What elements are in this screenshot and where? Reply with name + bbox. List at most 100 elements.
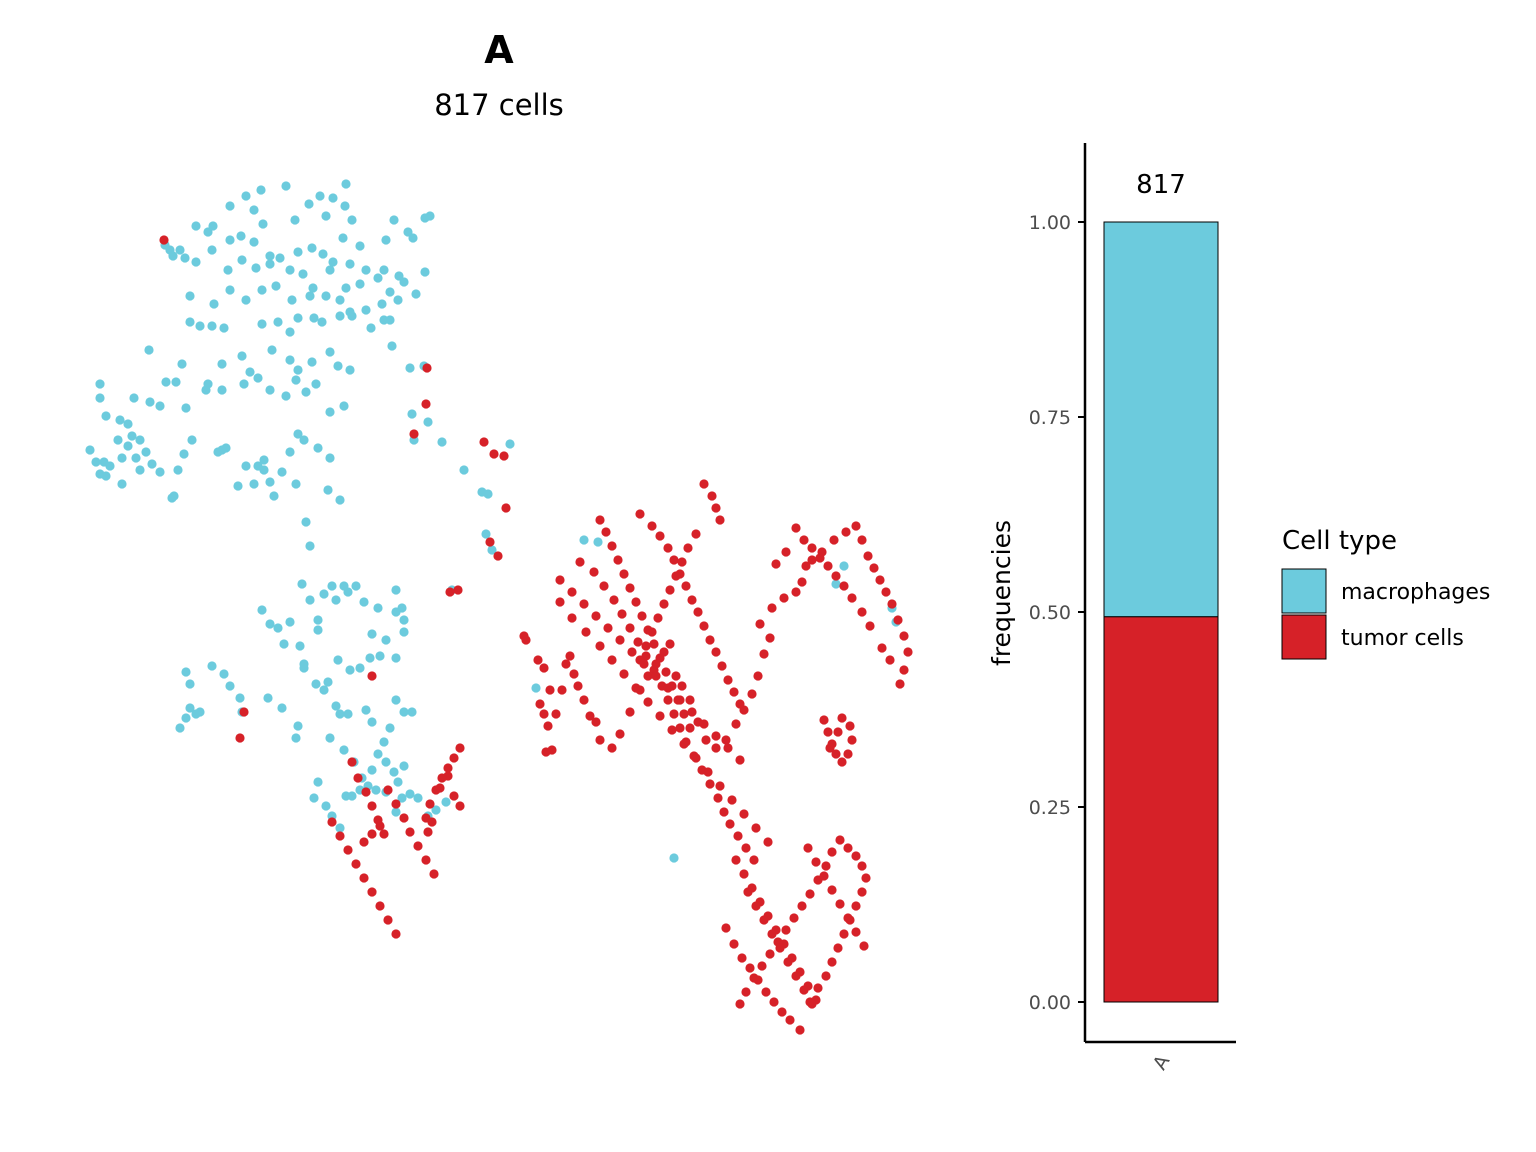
scatter-point-tumor-cells	[781, 547, 791, 557]
scatter-point-macrophages	[269, 491, 279, 501]
bars	[1103, 221, 1219, 1003]
scatter-point-macrophages	[343, 587, 353, 597]
scatter-point-macrophages	[371, 785, 381, 795]
scatter-point-tumor-cells	[625, 623, 635, 633]
scatter-point-tumor-cells	[851, 927, 861, 937]
scatter-point-tumor-cells	[569, 669, 579, 679]
scatter-point-tumor-cells	[899, 665, 909, 675]
scatter-point-macrophages	[209, 299, 219, 309]
scatter-point-tumor-cells	[699, 479, 709, 489]
scatter-point-macrophages	[253, 373, 263, 383]
scatter-point-macrophages	[481, 529, 491, 539]
scatter-point-macrophages	[217, 359, 227, 369]
scatter-point-macrophages	[335, 311, 345, 321]
scatter-point-tumor-cells	[735, 755, 745, 765]
scatter-point-tumor-cells	[687, 595, 697, 605]
scatter-point-macrophages	[367, 717, 377, 727]
legend-key-macrophages	[1281, 568, 1327, 614]
scatter-point-tumor-cells	[759, 649, 769, 659]
scatter-point-tumor-cells	[545, 685, 555, 695]
scatter-point-macrophages	[365, 653, 375, 663]
scatter-point-macrophages	[265, 259, 275, 269]
scatter-point-tumor-cells	[791, 971, 801, 981]
scatter-point-tumor-cells	[865, 621, 875, 631]
scatter-point-tumor-cells	[543, 721, 553, 731]
scatter-point-tumor-cells	[579, 695, 589, 705]
scatter-point-tumor-cells	[429, 869, 439, 879]
scatter-point-macrophages	[345, 307, 355, 317]
scatter-point-macrophages	[123, 441, 133, 451]
scatter-point-tumor-cells	[887, 599, 897, 609]
scatter-point-tumor-cells	[501, 503, 511, 513]
scatter-point-tumor-cells	[857, 607, 867, 617]
scatter-point-tumor-cells	[751, 901, 761, 911]
scatter-point-macrophages	[277, 467, 287, 477]
bar-panel: 0.00 0.25 0.50 0.75 1.00 817 frequencies A	[987, 143, 1236, 1074]
scatter-point-macrophages	[407, 707, 417, 717]
scatter-point-macrophages	[319, 685, 329, 695]
scatter-point-tumor-cells	[757, 961, 767, 971]
scatter-point-macrophages	[187, 435, 197, 445]
scatter-point-macrophages	[411, 289, 421, 299]
scatter-point-macrophages	[341, 283, 351, 293]
scatter-point-tumor-cells	[375, 821, 385, 831]
scatter-point-tumor-cells	[375, 901, 385, 911]
scatter-point-tumor-cells	[827, 885, 837, 895]
scatter-point-macrophages	[217, 445, 227, 455]
scatter-point-tumor-cells	[561, 659, 571, 669]
scatter-point-tumor-cells	[829, 535, 839, 545]
scatter-point-macrophages	[305, 541, 315, 551]
scatter-point-macrophages	[318, 249, 328, 259]
scatter-point-tumor-cells	[423, 827, 433, 837]
scatter-point-tumor-cells	[579, 599, 589, 609]
scatter-point-tumor-cells	[795, 1025, 805, 1035]
scatter-point-macrophages	[195, 321, 205, 331]
scatter-point-tumor-cells	[391, 929, 401, 939]
scatter-point-tumor-cells	[759, 915, 769, 925]
scatter-point-macrophages	[259, 465, 269, 475]
scatter-point-tumor-cells	[725, 819, 735, 829]
scatter-point-tumor-cells	[455, 801, 465, 811]
scatter-point-tumor-cells	[823, 561, 833, 571]
scatter-point-tumor-cells	[767, 603, 777, 613]
scatter-point-tumor-cells	[555, 597, 565, 607]
scatter-point-macrophages	[279, 639, 289, 649]
scatter-point-tumor-cells	[677, 557, 687, 567]
scatter-point-tumor-cells	[359, 837, 369, 847]
scatter-point-tumor-cells	[869, 563, 879, 573]
scatter-point-tumor-cells	[741, 843, 751, 853]
scatter-point-tumor-cells	[815, 553, 825, 563]
legend-label-macrophages: macrophages	[1341, 580, 1490, 605]
scatter-point-macrophages	[127, 431, 137, 441]
scatter-point-macrophages	[277, 703, 287, 713]
scatter-point-macrophages	[579, 535, 589, 545]
scatter-point-tumor-cells	[781, 925, 791, 935]
scatter-point-tumor-cells	[539, 709, 549, 719]
scatter-point-tumor-cells	[743, 887, 753, 897]
scatter-point-macrophages	[425, 211, 435, 221]
scatter-point-tumor-cells	[761, 987, 771, 997]
scatter-point-tumor-cells	[843, 749, 853, 759]
scatter-point-tumor-cells	[613, 555, 623, 565]
scatter-point-macrophages	[355, 279, 365, 289]
scatter-title: A	[484, 28, 514, 72]
scatter-point-macrophages	[375, 651, 385, 661]
scatter-point-tumor-cells	[675, 695, 685, 705]
scatter-point-macrophages	[237, 255, 247, 265]
scatter-point-tumor-cells	[723, 743, 733, 753]
scatter-point-macrophages	[331, 701, 341, 711]
scatter-point-macrophages	[217, 385, 227, 395]
scatter-point-macrophages	[313, 777, 323, 787]
scatter-point-tumor-cells	[797, 577, 807, 587]
scatter-point-macrophages	[249, 479, 259, 489]
scatter-point-tumor-cells	[799, 535, 809, 545]
scatter-point-tumor-cells	[643, 697, 653, 707]
y-tick-label: 0.50	[1029, 602, 1071, 624]
scatter-point-tumor-cells	[615, 635, 625, 645]
scatter-point-tumor-cells	[627, 647, 637, 657]
scatter-point-macrophages	[379, 315, 389, 325]
scatter-point-macrophages	[191, 257, 201, 267]
scatter-point-macrophages	[91, 457, 101, 467]
scatter-point-tumor-cells	[845, 721, 855, 731]
scatter-point-macrophages	[239, 379, 249, 389]
